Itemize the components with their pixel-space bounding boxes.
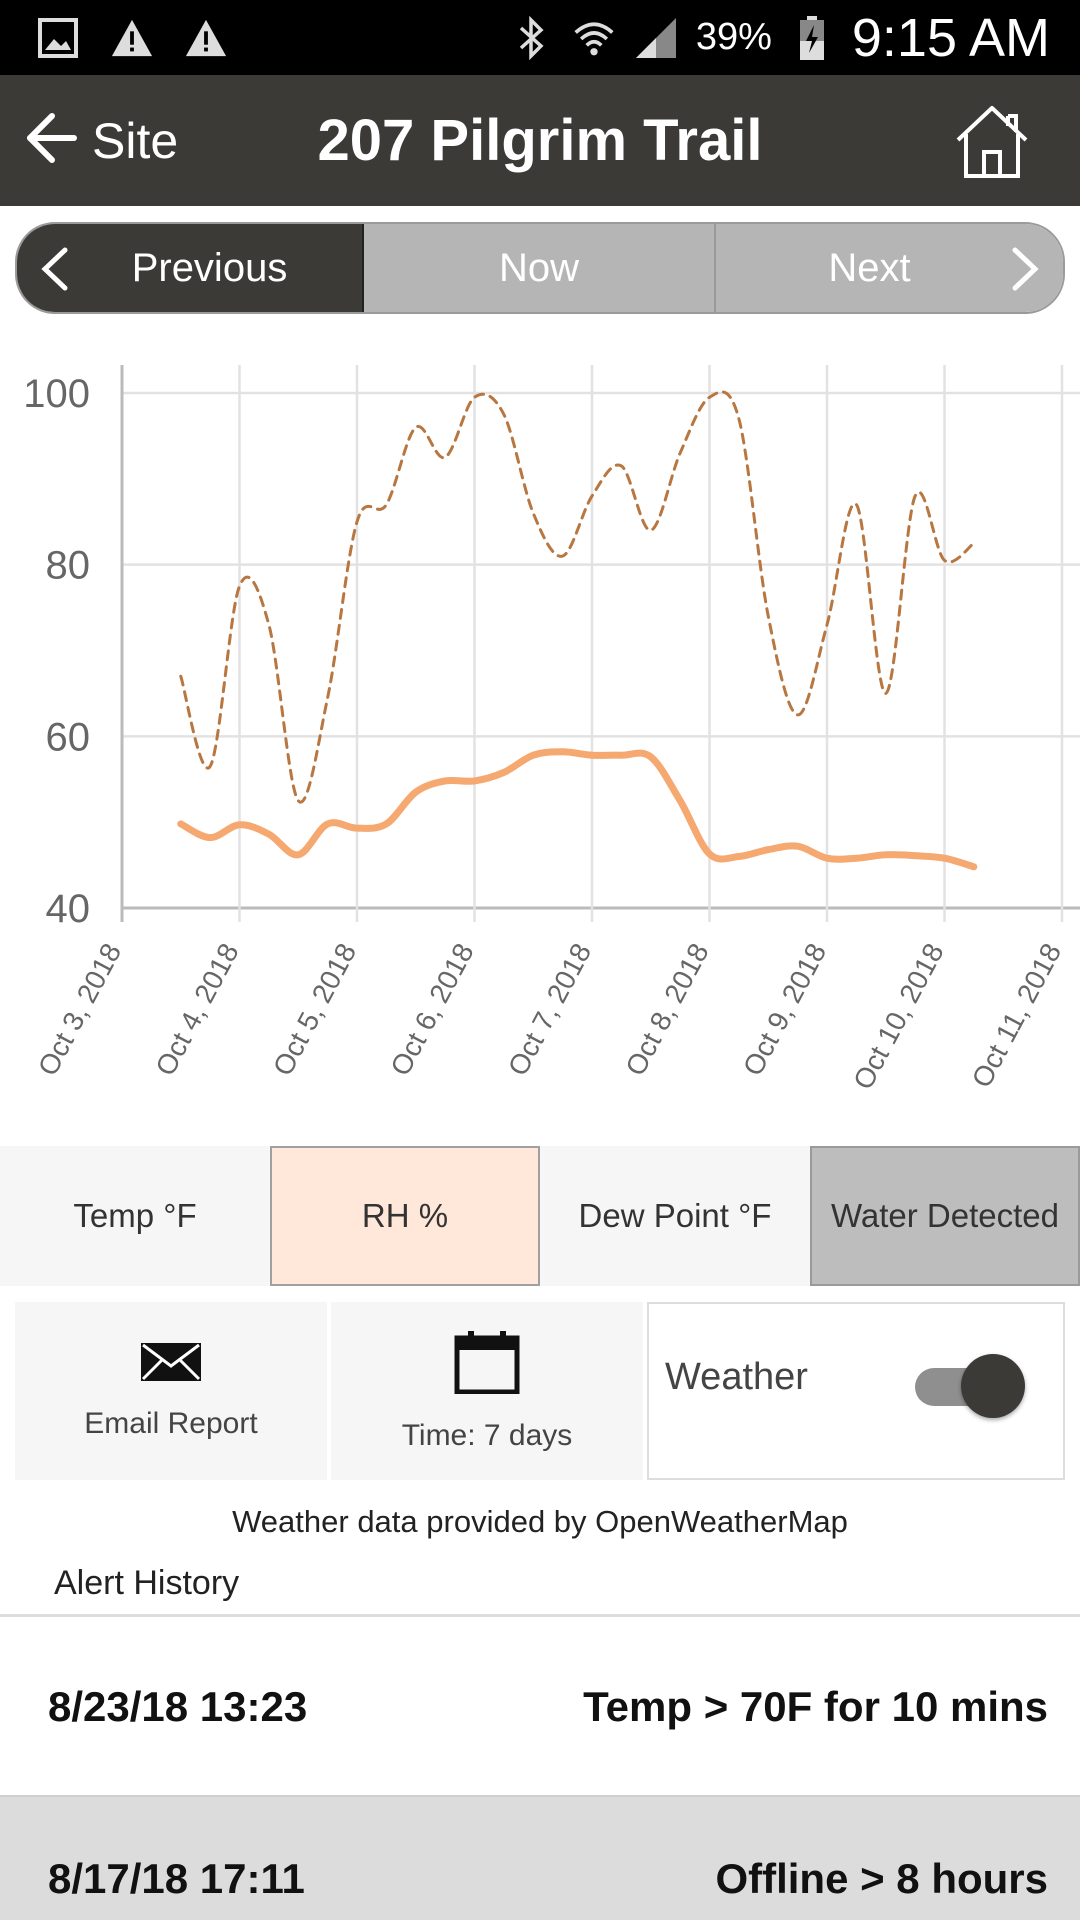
alert-description: Offline > 8 hours bbox=[715, 1855, 1048, 1902]
status-right-icons: 39% 9:15 AM bbox=[510, 7, 1080, 69]
bluetooth-icon bbox=[510, 15, 554, 60]
y-tick-label: 80 bbox=[46, 544, 91, 588]
battery-charging-icon bbox=[790, 15, 834, 60]
row-separator bbox=[0, 1795, 1080, 1798]
chevron-right-icon bbox=[1011, 246, 1041, 302]
envelope-icon bbox=[140, 1342, 202, 1387]
home-icon bbox=[956, 106, 1028, 178]
divider bbox=[0, 1614, 1080, 1617]
series-line-dew-point bbox=[179, 390, 976, 804]
next-button[interactable]: Next bbox=[716, 224, 1063, 312]
time-range-button[interactable]: Time: 7 days bbox=[331, 1302, 643, 1480]
x-tick-label: Oct 8, 2018 bbox=[619, 938, 714, 1080]
warning-icon bbox=[184, 16, 228, 60]
status-bar: 39% 9:15 AM bbox=[0, 0, 1080, 75]
y-tick-label: 100 bbox=[23, 372, 90, 416]
x-tick-label: Oct 11, 2018 bbox=[966, 938, 1068, 1092]
x-tick-label: Oct 10, 2018 bbox=[847, 938, 950, 1094]
tab-temp[interactable]: Temp °F bbox=[0, 1146, 270, 1286]
back-label: Site bbox=[92, 112, 179, 169]
signal-icon bbox=[634, 16, 678, 60]
warning-icon bbox=[110, 16, 154, 60]
time-navigation: Previous Now Next bbox=[15, 222, 1065, 314]
previous-button[interactable]: Previous bbox=[17, 224, 364, 312]
y-tick-label: 40 bbox=[46, 887, 91, 931]
controls-row: Email Report Time: 7 days Weather bbox=[15, 1302, 1065, 1480]
back-button[interactable]: Site bbox=[0, 75, 178, 206]
weather-toggle-box: Weather bbox=[647, 1302, 1065, 1480]
time-range-label: Time: 7 days bbox=[401, 1418, 573, 1452]
weather-label: Weather bbox=[665, 1356, 808, 1398]
wifi-icon bbox=[572, 16, 616, 60]
tab-water-detected[interactable]: Water Detected bbox=[810, 1146, 1080, 1286]
chart-svg: 40 60 80 100 Oct 3, 2018 Oct 4, 2018 Oct 5, 20… bbox=[23, 365, 1080, 1094]
next-label: Next bbox=[828, 245, 911, 290]
now-button[interactable]: Now bbox=[364, 224, 716, 312]
series-line-rh bbox=[177, 748, 978, 871]
weather-switch[interactable] bbox=[915, 1354, 1025, 1420]
email-report-button[interactable]: Email Report bbox=[15, 1302, 327, 1480]
alert-time: 8/17/18 17:11 bbox=[48, 1855, 305, 1902]
x-tick-label: Oct 3, 2018 bbox=[32, 938, 127, 1080]
battery-percent: 39% bbox=[695, 16, 772, 58]
switch-thumb bbox=[961, 1354, 1025, 1418]
metric-tabs: Temp °F RH % Dew Point °F Water Detected bbox=[0, 1146, 1080, 1286]
tab-rh[interactable]: RH % bbox=[270, 1146, 540, 1286]
x-tick-label: Oct 9, 2018 bbox=[737, 938, 832, 1080]
y-tick-label: 60 bbox=[46, 715, 91, 759]
app-bar: Site 207 Pilgrim Trail bbox=[0, 75, 1080, 206]
weather-attribution: Weather data provided by OpenWeatherMap bbox=[232, 1504, 848, 1539]
arrow-left-icon bbox=[22, 112, 78, 169]
alert-time: 8/23/18 13:23 bbox=[48, 1683, 308, 1730]
status-time: 9:15 AM bbox=[851, 7, 1050, 68]
calendar-icon bbox=[454, 1330, 520, 1399]
now-label: Now bbox=[498, 245, 580, 290]
alert-row[interactable]: 8/17/18 17:11 Offline > 8 hours bbox=[0, 1797, 1080, 1920]
alert-description: Temp > 70F for 10 mins bbox=[583, 1683, 1048, 1730]
x-tick-label: Oct 5, 2018 bbox=[267, 938, 362, 1080]
status-left-icons bbox=[0, 16, 228, 60]
alert-history-title: Alert History bbox=[54, 1564, 240, 1602]
x-tick-label: Oct 7, 2018 bbox=[502, 938, 597, 1080]
tab-dew-point[interactable]: Dew Point °F bbox=[540, 1146, 810, 1286]
x-tick-label: Oct 6, 2018 bbox=[384, 938, 479, 1080]
alert-row[interactable]: 8/23/18 13:23 Temp > 70F for 10 mins bbox=[0, 1617, 1080, 1797]
gallery-icon bbox=[36, 16, 80, 60]
chevron-left-icon bbox=[39, 246, 69, 302]
previous-label: Previous bbox=[131, 245, 288, 290]
rh-chart: 40 60 80 100 Oct 3, 2018 Oct 4, 2018 Oct 5, 20… bbox=[0, 340, 1080, 1120]
email-report-label: Email Report bbox=[84, 1406, 258, 1440]
home-button[interactable] bbox=[952, 102, 1032, 182]
x-tick-label: Oct 4, 2018 bbox=[149, 938, 244, 1080]
